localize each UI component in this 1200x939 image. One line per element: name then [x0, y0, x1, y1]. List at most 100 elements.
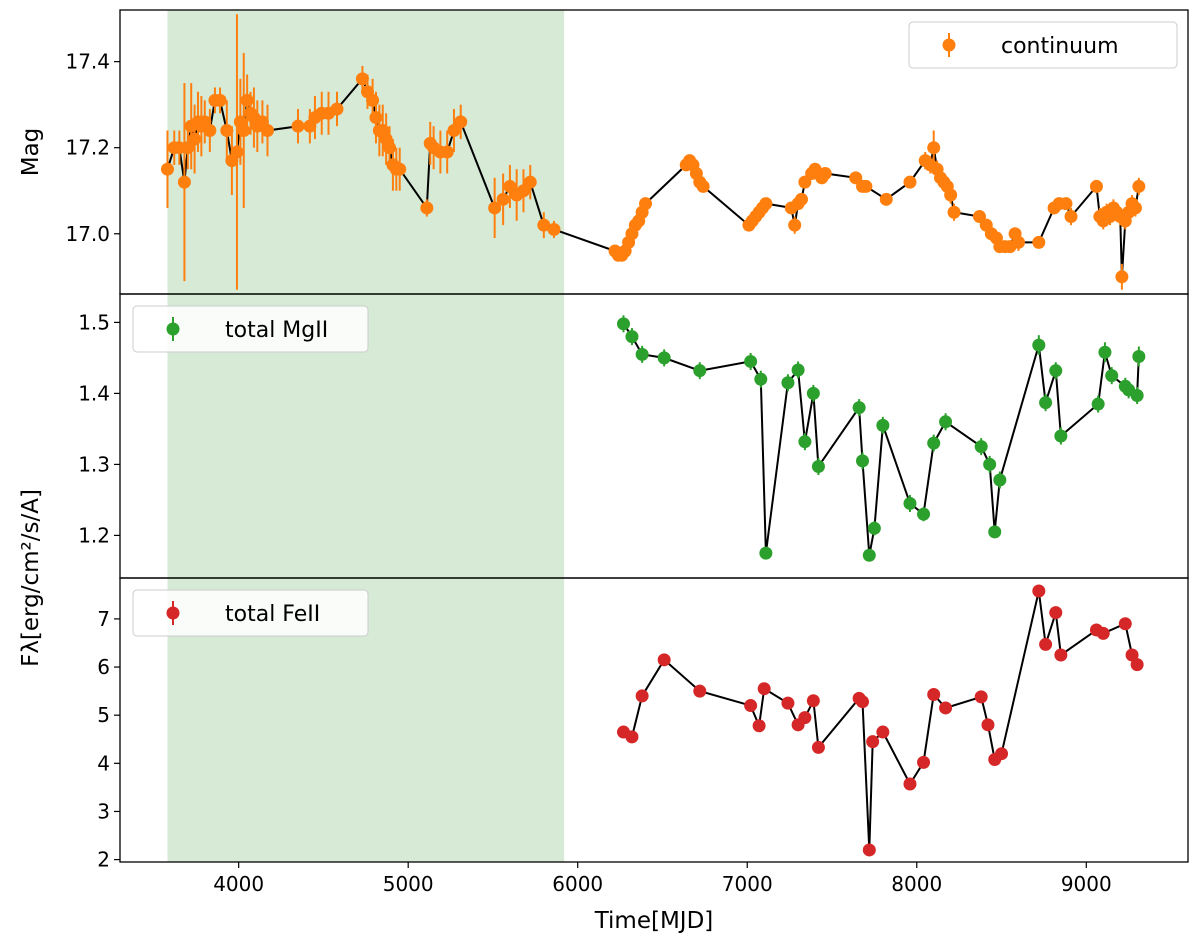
y-tick-label: 4 — [97, 751, 110, 775]
data-point — [230, 145, 244, 159]
data-point — [625, 330, 639, 344]
data-point — [867, 521, 881, 535]
data-point — [856, 454, 870, 468]
data-point — [240, 93, 254, 107]
legend-label: total MgII — [225, 318, 328, 343]
data-point — [237, 123, 251, 137]
data-point — [944, 188, 958, 202]
data-point — [903, 175, 917, 189]
data-point — [974, 690, 988, 704]
y-axis-label: Mag — [18, 128, 44, 177]
y-tick-label: 1.2 — [78, 523, 110, 547]
data-point — [657, 653, 671, 667]
legend-label: continuum — [1001, 34, 1119, 59]
x-tick-label: 9000 — [1061, 872, 1112, 896]
data-point — [383, 141, 397, 155]
data-point — [1054, 429, 1068, 443]
data-point — [1096, 626, 1110, 640]
y-tick-label: 3 — [97, 799, 110, 823]
data-point — [1089, 179, 1103, 193]
data-point — [744, 354, 758, 368]
data-point — [876, 725, 890, 739]
data-point — [330, 102, 344, 116]
data-point — [995, 747, 1009, 761]
data-point — [1125, 648, 1139, 662]
data-point — [488, 201, 502, 215]
axes-frame — [119, 9, 1189, 863]
data-point — [1130, 389, 1144, 403]
data-point — [1039, 396, 1053, 410]
y-tick-label: 1.4 — [78, 381, 110, 405]
series-total-feii — [616, 584, 1144, 857]
data-point — [213, 93, 227, 107]
chart-panels: 17.0 17.2 17.4 Mag continuum 1.2 1.3 1.4 1.5 tota… — [18, 14, 1178, 872]
data-point — [1115, 270, 1129, 284]
data-point — [355, 72, 369, 86]
y-tick-label: 1.3 — [78, 452, 110, 476]
x-axis-label: Time[MJD] — [594, 908, 714, 934]
legend: total FeII — [132, 589, 369, 637]
data-point — [496, 192, 510, 206]
x-tick-label: 7000 — [722, 872, 773, 896]
data-point — [879, 192, 893, 206]
data-point — [818, 167, 832, 181]
data-point — [369, 111, 383, 125]
series-continuum — [160, 14, 1146, 290]
legend-box — [132, 305, 369, 353]
data-point — [939, 415, 953, 429]
data-point — [759, 197, 773, 211]
data-point — [523, 175, 537, 189]
data-point — [1064, 210, 1078, 224]
legend-box — [132, 589, 369, 637]
data-point — [1059, 197, 1073, 211]
y-tick-label: 1.5 — [78, 310, 110, 334]
data-point — [811, 460, 825, 474]
panel-frame — [119, 577, 1189, 863]
data-point — [547, 222, 561, 236]
data-point — [1049, 606, 1063, 620]
data-point — [927, 687, 941, 701]
data-point — [639, 197, 653, 211]
data-point — [203, 123, 217, 137]
series-total-mgii — [616, 315, 1146, 562]
data-point — [1032, 584, 1046, 598]
x-tick-label: 8000 — [891, 872, 942, 896]
data-point — [625, 730, 639, 744]
data-point — [927, 141, 941, 155]
data-point — [974, 440, 988, 454]
data-point — [993, 473, 1007, 487]
data-point — [1105, 369, 1119, 383]
data-point — [393, 162, 407, 176]
data-point — [537, 218, 551, 232]
data-point — [752, 719, 766, 733]
data-point — [757, 682, 771, 696]
y-tick-label: 6 — [97, 655, 110, 679]
series-line — [623, 590, 1138, 851]
data-point — [788, 218, 802, 232]
data-point — [866, 735, 880, 749]
data-point — [806, 386, 820, 400]
data-point — [876, 418, 890, 432]
data-point — [366, 93, 380, 107]
legend-marker — [166, 322, 180, 336]
x-tick-label: 6000 — [552, 872, 603, 896]
data-point — [862, 548, 876, 562]
data-point — [454, 115, 468, 129]
data-point — [811, 740, 825, 754]
x-tick-label: 4000 — [213, 872, 264, 896]
data-point — [220, 123, 234, 137]
data-point — [917, 755, 931, 769]
data-point — [1039, 637, 1053, 651]
data-point — [754, 372, 768, 386]
y-tick-label: 2 — [97, 848, 110, 872]
data-point — [635, 347, 649, 361]
data-point — [188, 132, 202, 146]
data-point — [1128, 201, 1142, 215]
data-point — [1132, 179, 1146, 193]
data-point — [1130, 658, 1144, 672]
data-point — [696, 179, 710, 193]
data-point — [947, 205, 961, 219]
panel-continuum: 17.0 17.2 17.4 Mag continuum — [18, 14, 1178, 290]
data-point — [1132, 349, 1146, 363]
